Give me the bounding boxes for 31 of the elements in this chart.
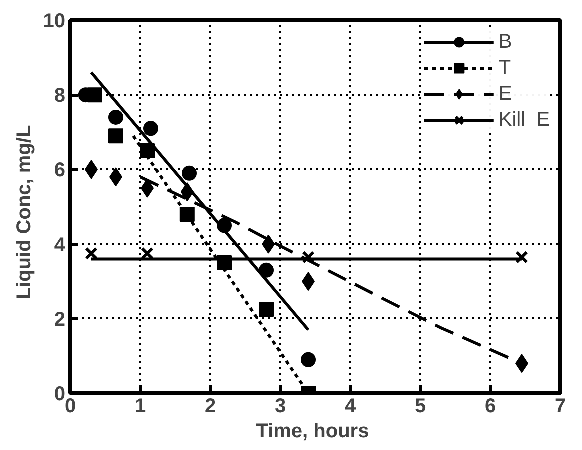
legend-label: Kill E — [498, 108, 550, 132]
x-tick-label: 2 — [204, 396, 216, 418]
point — [301, 352, 316, 368]
point — [217, 218, 232, 234]
point — [516, 250, 528, 264]
y-tick-label: 8 — [54, 85, 66, 108]
point — [144, 121, 158, 136]
point — [259, 262, 274, 278]
legend-label: B — [498, 30, 514, 54]
y-axis-title: Liquid Conc, mg/L — [13, 125, 36, 300]
x-tick-label: 6 — [484, 396, 496, 418]
x-tick-label: 1 — [134, 396, 146, 418]
legend-label: T — [498, 56, 512, 80]
x-tick-label: 3 — [274, 396, 286, 418]
point — [182, 166, 197, 181]
point — [259, 302, 274, 318]
x-tick-label: 4 — [344, 396, 357, 418]
point — [140, 144, 155, 159]
y-tick-label: 6 — [54, 160, 66, 182]
point — [108, 110, 124, 125]
x-axis-title: Time, hours — [256, 420, 370, 442]
y-tick-label: 2 — [54, 308, 66, 331]
point — [108, 128, 124, 144]
point — [302, 250, 315, 264]
x-tick-label: 7 — [554, 396, 566, 418]
x-tick-label: 5 — [414, 396, 426, 418]
point — [217, 255, 232, 270]
legend-label: E — [498, 82, 514, 106]
point — [180, 206, 195, 222]
y-tick-label: 10 — [43, 10, 66, 32]
y-tick-label: 4 — [54, 234, 66, 256]
